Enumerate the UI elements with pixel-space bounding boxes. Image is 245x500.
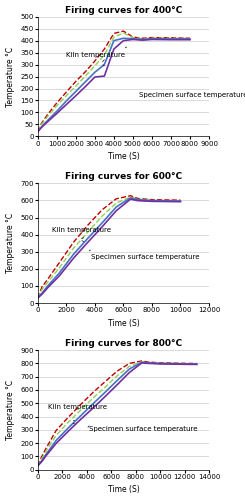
X-axis label: Time (S): Time (S): [108, 486, 139, 494]
Text: Kiln temperature: Kiln temperature: [52, 226, 111, 232]
Text: Kiln temperature: Kiln temperature: [48, 404, 107, 410]
Text: Kiln temperature: Kiln temperature: [66, 52, 125, 58]
Y-axis label: Temperature °C: Temperature °C: [6, 380, 14, 440]
Title: Firing curves for 600°C: Firing curves for 600°C: [65, 172, 182, 181]
Y-axis label: Temperature °C: Temperature °C: [6, 46, 14, 106]
Text: Specimen surface temperature: Specimen surface temperature: [91, 254, 199, 260]
Text: Specimen surface temperature: Specimen surface temperature: [139, 92, 245, 98]
Title: Firing curves for 400°C: Firing curves for 400°C: [65, 6, 182, 15]
Title: Firing curves for 800°C: Firing curves for 800°C: [65, 339, 182, 348]
Text: Specimen surface temperature: Specimen surface temperature: [89, 426, 198, 432]
X-axis label: Time (S): Time (S): [108, 319, 139, 328]
X-axis label: Time (S): Time (S): [108, 152, 139, 161]
Y-axis label: Temperature °C: Temperature °C: [6, 213, 14, 274]
